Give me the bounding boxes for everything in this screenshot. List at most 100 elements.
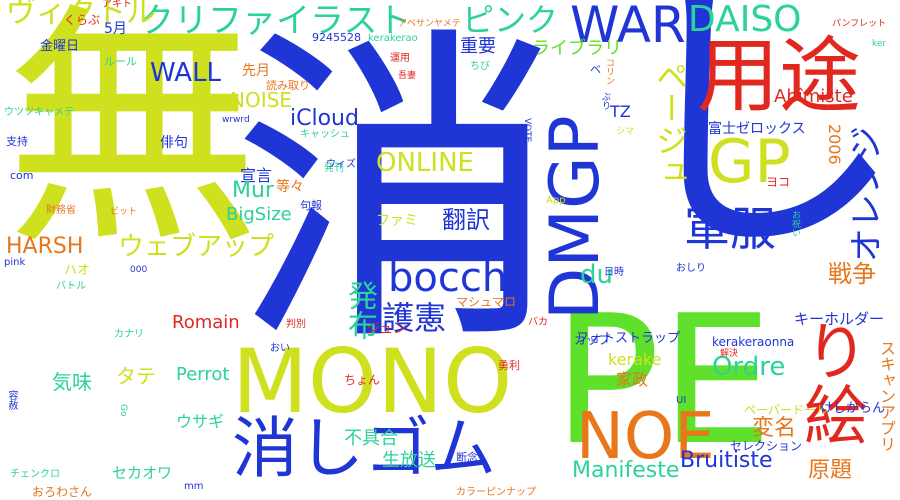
word-cloud-word: 断念	[456, 451, 478, 464]
word-cloud-word: TZ	[610, 102, 631, 121]
word-cloud-word: ちょん	[344, 373, 381, 387]
word-cloud-word: DAISO	[688, 0, 802, 40]
word-cloud-word: カナリ	[114, 329, 144, 340]
word-cloud-word: 宣言	[240, 166, 273, 185]
word-cloud-word: おい	[270, 343, 290, 354]
word-cloud-word: 日時	[604, 267, 624, 278]
word-cloud-word: 句報	[300, 199, 322, 212]
word-cloud-word: 翻訳	[442, 206, 490, 234]
word-cloud-word: ジュン	[366, 321, 408, 337]
word-cloud-word: Ordre	[712, 352, 786, 382]
word-cloud-word: Perrot	[176, 364, 230, 385]
word-cloud-word: ピンク	[462, 1, 559, 39]
word-cloud-word: ウェブアップ	[118, 232, 275, 262]
word-cloud-word: 戦争	[828, 260, 876, 288]
word-cloud-word: ちび	[470, 61, 490, 72]
word-cloud-word: ライブラリ	[532, 38, 622, 59]
word-cloud-word: ペーパードール	[744, 403, 828, 417]
word-cloud-word: ルール	[104, 55, 137, 68]
word-cloud-word: 家政	[616, 370, 649, 389]
word-cloud-word: UI	[676, 395, 687, 406]
word-cloud-word: 消	[232, 1, 562, 385]
word-cloud-word: カップ	[574, 333, 611, 347]
word-cloud-word: パンフレット	[832, 19, 887, 29]
word-cloud-word: ハオ	[64, 263, 91, 278]
word-cloud-word: NOE	[576, 400, 715, 474]
word-cloud-word: iCloud	[290, 106, 359, 131]
word-cloud-word: 重要	[460, 36, 496, 57]
word-cloud-word: ONLINE	[376, 148, 474, 178]
word-cloud-word: セカオワ	[112, 464, 173, 482]
word-cloud-word: フォトストラップ	[576, 331, 681, 346]
word-cloud-word: クリファイラスト	[140, 1, 412, 41]
word-cloud-word: ヴィクトル	[6, 0, 156, 30]
word-cloud-word: 無	[0, 0, 258, 249]
word-cloud-word: Manifeste	[572, 458, 680, 483]
word-cloud-word: タテ	[116, 364, 156, 388]
word-cloud-word: pink	[4, 257, 26, 268]
word-cloud-word: 護憲	[382, 299, 447, 337]
word-cloud-word: チェンクロ	[10, 469, 60, 480]
word-cloud-word: wrwrd	[222, 115, 250, 125]
word-cloud-word: ヨコ	[766, 175, 791, 189]
word-cloud-word: 生放送	[382, 450, 436, 471]
word-cloud-word: Romain	[172, 312, 240, 333]
word-cloud-word: ウサギ	[176, 412, 225, 431]
word-cloud-word: 原題	[808, 458, 853, 483]
word-cloud-word: VOTE	[522, 118, 532, 143]
word-cloud-word: App	[546, 195, 566, 206]
word-cloud-word: Go	[118, 404, 128, 417]
word-cloud-word: 消しゴム	[232, 410, 496, 487]
word-cloud-word: kerakeraonna	[712, 335, 795, 349]
word-cloud-word: キャッシュ	[300, 129, 350, 140]
word-cloud-word: 不具合	[344, 428, 398, 449]
word-cloud-word: kerakerao	[368, 33, 418, 44]
word-cloud-word: MONO	[232, 330, 513, 433]
word-cloud-word: バトル	[56, 281, 87, 292]
word-cloud-word: 財務省	[46, 205, 76, 216]
word-cloud-word: 俳句	[160, 135, 188, 151]
word-cloud-word: 9245528	[312, 31, 361, 44]
word-cloud-word: du	[580, 260, 613, 290]
word-cloud-word: オレンジ	[847, 126, 887, 262]
word-cloud-word: 発布	[342, 280, 377, 340]
word-cloud-word: 軍服	[684, 202, 776, 256]
word-cloud-word: ウツツキャメテ	[4, 107, 74, 118]
word-cloud-word: おしり	[676, 263, 706, 274]
word-cloud-word: GP	[708, 127, 791, 197]
word-cloud-word: 5月	[104, 21, 127, 37]
word-cloud-word: WALL	[150, 58, 222, 88]
word-cloud-word: ビット	[110, 207, 138, 217]
word-cloud-word: kerake	[608, 350, 662, 369]
word-cloud-word: Abîmiste	[774, 86, 853, 107]
word-cloud-word: 容赦	[6, 390, 17, 410]
word-cloud-word: くらぶ	[64, 13, 101, 27]
word-cloud-word: com	[10, 169, 34, 182]
word-cloud-word: 発刊	[324, 163, 344, 174]
word-cloud-word: バカ	[528, 317, 548, 328]
word-cloud-word: 吾妻	[398, 71, 417, 81]
word-cloud-word: PE	[553, 277, 773, 484]
word-cloud-word: 等々	[276, 179, 304, 195]
word-cloud-word: セレクション	[730, 439, 803, 453]
word-cloud-word: カラーピンナップ	[456, 487, 536, 498]
word-cloud-word: スキャンアプリ	[877, 340, 896, 452]
word-cloud-word: ベ	[590, 63, 601, 76]
word-cloud-word: WAR	[570, 0, 686, 54]
word-cloud-word: 運用	[390, 53, 410, 64]
word-cloud-word: ファミ	[376, 213, 418, 229]
word-cloud-word: BigSize	[226, 204, 292, 225]
word-cloud-word: り絵	[793, 318, 867, 446]
word-cloud-word: おろわさん	[32, 485, 93, 499]
word-cloud-word: 先月	[242, 63, 270, 79]
word-cloud-word: mm	[184, 481, 204, 492]
word-cloud-word: ker	[872, 39, 887, 49]
word-cloud-word: けしからん	[820, 401, 886, 416]
word-cloud-word: 金曜日	[40, 39, 80, 54]
word-cloud-word: 変名	[752, 416, 797, 441]
word-cloud-word: NOISE	[230, 88, 292, 112]
word-cloud-word: ぶり	[600, 92, 610, 110]
word-cloud-word: マシュマロ	[456, 295, 517, 309]
word-cloud-word: し	[615, 0, 900, 291]
